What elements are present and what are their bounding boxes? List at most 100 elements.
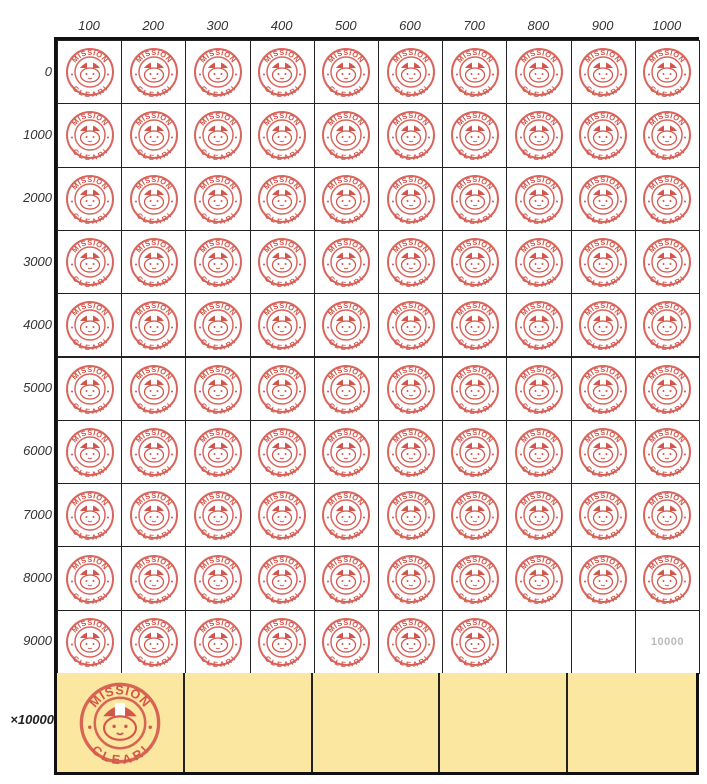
row-header: 9000 [23,633,52,649]
svg-text:CLEAR!: CLEAR! [135,210,173,223]
svg-text:CLEAR!: CLEAR! [263,147,301,160]
stamp-cell: MISSION CLEAR! [506,419,572,485]
mission-clear-stamp-icon: MISSION CLEAR! [321,174,371,224]
mission-clear-stamp-icon: MISSION CLEAR! [514,110,564,160]
mission-clear-stamp-icon: MISSION CLEAR! [193,364,243,414]
mission-clear-stamp-icon: MISSION CLEAR! [386,617,436,667]
svg-text:CLEAR!: CLEAR! [392,337,430,350]
mission-clear-stamp-icon: MISSION CLEAR! [642,300,692,350]
mission-clear-stamp-icon: MISSION CLEAR! [386,490,436,540]
row-header: 0 [44,63,52,79]
stamp-cell: MISSION CLEAR! [378,166,444,231]
stamp-cell: MISSION CLEAR! [185,166,251,231]
svg-text:CLEAR!: CLEAR! [392,400,430,413]
mission-clear-stamp-icon: MISSION CLEAR! [193,617,243,667]
svg-text:CLEAR!: CLEAR! [199,653,237,666]
svg-text:CLEAR!: CLEAR! [520,527,558,540]
mission-clear-stamp-icon: MISSION CLEAR! [642,110,692,160]
mission-clear-stamp-icon: MISSION CLEAR! [129,554,179,604]
mission-clear-stamp-icon: MISSION CLEAR! [450,364,500,414]
stamp-cell: MISSION CLEAR! [506,546,572,611]
mission-clear-stamp-icon: MISSION CLEAR! [578,237,628,287]
column-header: 1000 [652,18,682,33]
mission-clear-stamp-icon: MISSION CLEAR! [386,554,436,604]
svg-text:CLEAR!: CLEAR! [199,274,237,287]
svg-text:CLEAR!: CLEAR! [584,527,622,540]
svg-text:CLEAR!: CLEAR! [648,337,686,350]
stamp-cell: MISSION CLEAR! [57,103,123,168]
stamp-cell: MISSION CLEAR! [313,419,379,485]
svg-text:CLEAR!: CLEAR! [456,337,494,350]
stamp-cell: MISSION CLEAR! [185,356,251,421]
svg-text:CLEAR!: CLEAR! [89,742,152,764]
stamp-cell: MISSION CLEAR! [634,293,700,358]
stamp-cell: MISSION CLEAR! [378,356,444,421]
svg-text:CLEAR!: CLEAR! [584,210,622,223]
bonus-cell [185,673,313,772]
stamp-cell: MISSION CLEAR! [442,609,508,674]
column-header: 900 [591,18,614,33]
svg-text:CLEAR!: CLEAR! [456,464,494,477]
svg-text:CLEAR!: CLEAR! [135,400,173,413]
svg-text:CLEAR!: CLEAR! [520,84,558,97]
svg-text:CLEAR!: CLEAR! [520,337,558,350]
svg-text:CLEAR!: CLEAR! [135,464,173,477]
row-header: 4000 [23,316,52,332]
bonus-cell [440,673,569,772]
mission-clear-stamp-icon: MISSION CLEAR! [129,364,179,414]
mission-clear-stamp-icon: MISSION CLEAR! [129,47,179,97]
mission-clear-stamp-icon: MISSION CLEAR! [193,554,243,604]
mission-clear-stamp-icon: MISSION CLEAR! [578,490,628,540]
stamp-cell: MISSION CLEAR! [378,419,444,485]
svg-text:CLEAR!: CLEAR! [648,274,686,287]
mission-clear-stamp-icon: MISSION CLEAR! [129,110,179,160]
stamp-cell: MISSION CLEAR! [121,40,187,105]
svg-text:CLEAR!: CLEAR! [135,337,173,350]
svg-text:CLEAR!: CLEAR! [263,210,301,223]
stamp-cell: MISSION CLEAR! [121,356,187,421]
stamp-cell: MISSION CLEAR! [570,546,636,611]
mission-clear-stamp-icon: MISSION CLEAR! [321,364,371,414]
mission-clear-stamp-icon: MISSION CLEAR! [193,427,243,477]
stamp-cell: MISSION CLEAR! [570,356,636,421]
svg-text:CLEAR!: CLEAR! [71,84,109,97]
svg-text:CLEAR!: CLEAR! [327,147,365,160]
mission-clear-stamp-icon: MISSION CLEAR! [450,490,500,540]
mission-clear-stamp-icon: MISSION CLEAR! [65,490,115,540]
svg-text:CLEAR!: CLEAR! [135,590,173,603]
stamp-cell: MISSION CLEAR! [570,103,636,168]
row-header: 6000 [23,443,52,459]
mission-clear-stamp-icon: MISSION CLEAR! [321,427,371,477]
mission-clear-stamp-icon: MISSION CLEAR! [578,427,628,477]
mission-clear-stamp-icon: MISSION CLEAR! [450,237,500,287]
stamp-cell: MISSION CLEAR! [506,40,572,105]
bonus-cell [568,673,696,772]
svg-text:CLEAR!: CLEAR! [263,653,301,666]
column-header: 500 [334,18,357,33]
mission-clear-stamp-icon: MISSION CLEAR! [321,490,371,540]
stamp-cell: MISSION CLEAR! [378,546,444,611]
mission-clear-stamp-icon: MISSION CLEAR! [642,47,692,97]
mission-clear-stamp-icon: MISSION CLEAR! [321,617,371,667]
mission-clear-stamp-icon: MISSION CLEAR! [65,110,115,160]
column-header: 700 [463,18,486,33]
svg-text:CLEAR!: CLEAR! [263,337,301,350]
stamp-cell: MISSION CLEAR! [249,609,315,674]
svg-text:CLEAR!: CLEAR! [135,147,173,160]
mission-clear-stamp-icon: MISSION CLEAR! [386,364,436,414]
stamp-cell: MISSION CLEAR! [378,609,444,674]
mission-clear-stamp-icon: MISSION CLEAR! [65,427,115,477]
stamp-cell: MISSION CLEAR! [378,293,444,358]
stamp-cell: MISSION CLEAR! [506,166,572,231]
mission-clear-stamp-icon: MISSION CLEAR! [578,364,628,414]
stamp-cell: MISSION CLEAR! [634,103,700,168]
mission-clear-stamp-icon: MISSION CLEAR! [514,237,564,287]
svg-text:CLEAR!: CLEAR! [327,337,365,350]
stamp-cell: MISSION CLEAR! [313,293,379,358]
stamp-cell: MISSION CLEAR! [57,229,123,295]
mission-clear-stamp-icon: MISSION CLEAR! [129,490,179,540]
row-header: 7000 [23,506,52,522]
stamp-cell: MISSION CLEAR! [121,293,187,358]
svg-text:CLEAR!: CLEAR! [199,210,237,223]
stamp-cell: MISSION CLEAR! [57,166,123,231]
